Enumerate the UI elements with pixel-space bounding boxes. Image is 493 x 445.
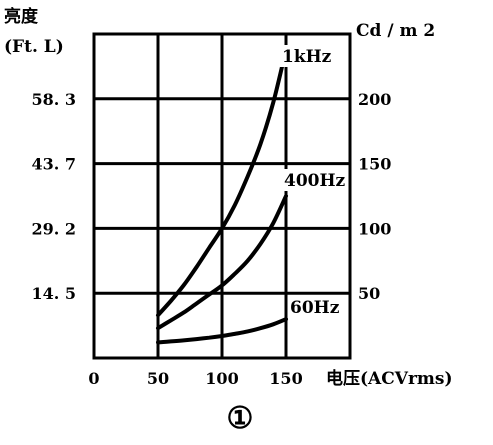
x-tick-label: 50 bbox=[147, 369, 169, 388]
curve-400hz bbox=[156, 194, 288, 331]
curve-60hz bbox=[156, 317, 288, 345]
right-axis-label: Cd / m 2 bbox=[356, 21, 435, 41]
left-tick-label: 29. 2 bbox=[31, 219, 76, 238]
left-axis-label-line1: 亮度 bbox=[4, 6, 39, 27]
figure-label: ① bbox=[227, 401, 254, 436]
x-tick-label: 100 bbox=[205, 369, 238, 388]
left-axis-label-line2: (Ft. L) bbox=[4, 37, 64, 57]
curve-label-bg bbox=[288, 296, 342, 318]
left-tick-label: 43. 7 bbox=[31, 155, 76, 174]
curve-label-400hz: 400Hz bbox=[284, 171, 346, 191]
right-tick-label: 150 bbox=[358, 155, 391, 174]
curve-1khz bbox=[156, 47, 288, 318]
plot-grid bbox=[92, 32, 352, 360]
right-tick-label: 200 bbox=[358, 90, 391, 109]
left-tick-label: 14. 5 bbox=[31, 284, 76, 303]
x-axis-label: 电压(ACVrms) bbox=[326, 368, 453, 389]
curves-group bbox=[156, 47, 288, 345]
right-tick-label: 100 bbox=[358, 219, 391, 238]
curve-label-bg bbox=[280, 45, 334, 67]
curve-label-60hz: 60Hz bbox=[290, 298, 340, 318]
curve-label-1khz: 1kHz bbox=[282, 47, 332, 67]
right-tick-label: 50 bbox=[358, 284, 380, 303]
left-tick-label: 58. 3 bbox=[31, 90, 76, 109]
labels-group: 亮度 (Ft. L) Cd / m 2 电压(ACVrms) ① 0 50 100 1… bbox=[4, 6, 453, 436]
x-tick-label: 150 bbox=[269, 369, 302, 388]
x-tick-label: 0 bbox=[88, 369, 99, 388]
curve-label-bg bbox=[282, 169, 348, 191]
